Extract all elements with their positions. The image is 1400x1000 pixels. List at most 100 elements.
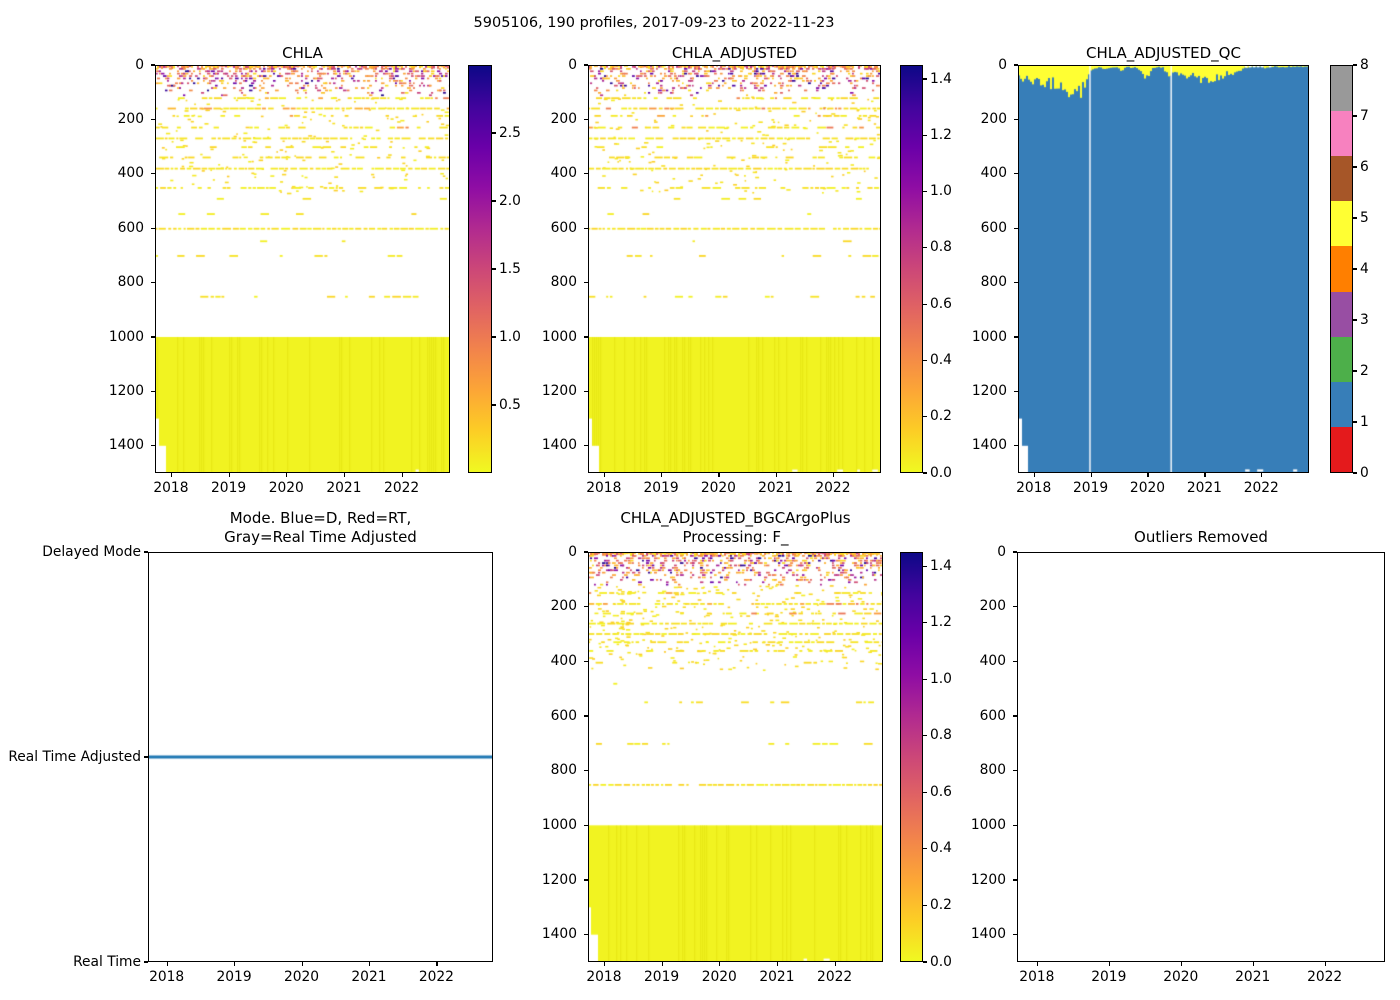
colorbar-tick-label: 0.0 bbox=[930, 464, 952, 481]
tick-mark bbox=[401, 473, 403, 477]
tick-mark bbox=[166, 962, 168, 966]
tick-mark bbox=[1108, 962, 1110, 966]
depth-tick-label: 400 bbox=[550, 652, 577, 669]
x-tick-label: 2022 bbox=[418, 969, 454, 985]
depth-tick-label: 1200 bbox=[970, 871, 1006, 888]
subplot-outliers-title: Outliers Removed bbox=[1134, 528, 1268, 546]
tick-mark bbox=[584, 824, 588, 826]
tick-mark bbox=[923, 791, 927, 793]
x-tick-label: 2020 bbox=[701, 969, 737, 985]
depth-tick-label: 1400 bbox=[970, 926, 1006, 943]
subplot-bgc-title: Processing: F_ bbox=[682, 528, 789, 546]
depth-tick-label: 800 bbox=[980, 274, 1007, 291]
mode-y-tick-label: Delayed Mode bbox=[42, 543, 141, 560]
colorbar-tick-label: 1.2 bbox=[930, 614, 952, 631]
depth-tick-label: 200 bbox=[550, 598, 577, 615]
x-tick-label: 2018 bbox=[149, 969, 185, 985]
axes-box-outliers bbox=[1017, 552, 1385, 962]
depth-tick-label: 400 bbox=[117, 165, 144, 182]
subplot-mode-title: Gray=Real Time Adjusted bbox=[224, 528, 417, 546]
tick-mark bbox=[1014, 173, 1018, 175]
depth-tick-label: 800 bbox=[550, 274, 577, 291]
colorbar-tick-label: 0 bbox=[1360, 464, 1369, 481]
tick-mark bbox=[301, 962, 303, 966]
tick-mark bbox=[1036, 962, 1039, 966]
tick-mark bbox=[1033, 473, 1035, 477]
x-tick-label: 2022 bbox=[815, 480, 851, 496]
x-tick-label: 2018 bbox=[586, 480, 622, 496]
tick-mark bbox=[151, 118, 155, 120]
x-tick-label: 2018 bbox=[1019, 969, 1055, 985]
x-tick-label: 2020 bbox=[1129, 480, 1166, 496]
depth-tick-label: 400 bbox=[979, 652, 1006, 669]
tick-mark bbox=[1261, 473, 1263, 477]
x-tick-label: 2018 bbox=[153, 480, 189, 496]
tick-mark bbox=[170, 473, 173, 477]
tick-mark bbox=[603, 962, 606, 966]
depth-tick-label: 1200 bbox=[541, 382, 577, 399]
x-tick-label: 2021 bbox=[351, 969, 387, 985]
colorbar-tick-label: 7 bbox=[1360, 107, 1369, 124]
tick-mark bbox=[1014, 64, 1018, 66]
tick-mark bbox=[584, 715, 588, 717]
tick-mark bbox=[492, 200, 496, 202]
colorbar-tick-label: 2.5 bbox=[499, 124, 521, 141]
tick-mark bbox=[584, 336, 588, 338]
x-tick-label: 2019 bbox=[644, 969, 680, 985]
tick-mark bbox=[584, 606, 588, 608]
x-tick-label: 2022 bbox=[1243, 480, 1279, 496]
tick-mark bbox=[1014, 390, 1018, 392]
tick-mark bbox=[1353, 64, 1357, 66]
tick-mark bbox=[923, 247, 927, 249]
colorbar-tick-label: 0.4 bbox=[930, 840, 952, 857]
tick-mark bbox=[603, 473, 605, 477]
colorbar-tick-label: 2 bbox=[1360, 362, 1369, 379]
colorbar-tick-label: 1.0 bbox=[930, 183, 952, 200]
colorbar-tick-label: 8 bbox=[1360, 56, 1369, 73]
colorbar-gradient bbox=[901, 553, 922, 961]
tick-mark bbox=[584, 660, 588, 662]
depth-tick-label: 800 bbox=[979, 762, 1006, 779]
tick-mark bbox=[1013, 879, 1017, 881]
colorbar-tick-label: 0.4 bbox=[930, 351, 952, 368]
tick-mark bbox=[1353, 268, 1357, 270]
tick-mark bbox=[584, 445, 588, 447]
mode-y-tick-label: Real Time Adjusted bbox=[8, 748, 141, 765]
colorbar-gradient bbox=[469, 66, 491, 472]
tick-mark bbox=[144, 756, 148, 758]
tick-mark bbox=[144, 961, 148, 963]
depth-tick-label: 600 bbox=[550, 707, 577, 724]
colorbar-segment bbox=[1331, 156, 1352, 202]
tick-mark bbox=[368, 962, 371, 966]
tick-mark bbox=[1353, 472, 1357, 474]
depth-tick-label: 1200 bbox=[971, 382, 1007, 399]
colorbar-segment bbox=[1331, 201, 1352, 247]
tick-mark bbox=[1204, 473, 1206, 477]
x-tick-label: 2019 bbox=[643, 480, 679, 496]
tick-mark bbox=[775, 473, 777, 477]
tick-mark bbox=[923, 961, 927, 963]
tick-mark bbox=[719, 962, 721, 966]
subplot-chla_adjusted-title: CHLA_ADJUSTED bbox=[671, 44, 798, 62]
colorbar-tick-label: 1.0 bbox=[499, 328, 521, 345]
mode-plot-canvas bbox=[148, 552, 493, 962]
tick-mark bbox=[1252, 962, 1254, 966]
x-tick-label: 2020 bbox=[1163, 969, 1199, 985]
depth-tick-label: 0 bbox=[135, 56, 144, 73]
tick-mark bbox=[1014, 282, 1018, 284]
colorbar-segment bbox=[1331, 246, 1352, 292]
depth-tick-label: 1000 bbox=[108, 328, 144, 345]
tick-mark bbox=[492, 404, 496, 406]
tick-mark bbox=[1353, 115, 1357, 117]
tick-mark bbox=[718, 473, 720, 477]
colorbar-chla_adjusted_qc bbox=[1330, 65, 1353, 473]
x-tick-label: 2021 bbox=[758, 480, 794, 496]
tick-mark bbox=[1013, 606, 1017, 608]
x-tick-label: 2018 bbox=[586, 969, 622, 985]
colorbar-chla bbox=[468, 65, 492, 473]
tick-mark bbox=[343, 473, 346, 477]
tick-mark bbox=[923, 735, 927, 737]
depth-tick-label: 600 bbox=[550, 219, 577, 236]
tick-mark bbox=[1014, 118, 1018, 120]
